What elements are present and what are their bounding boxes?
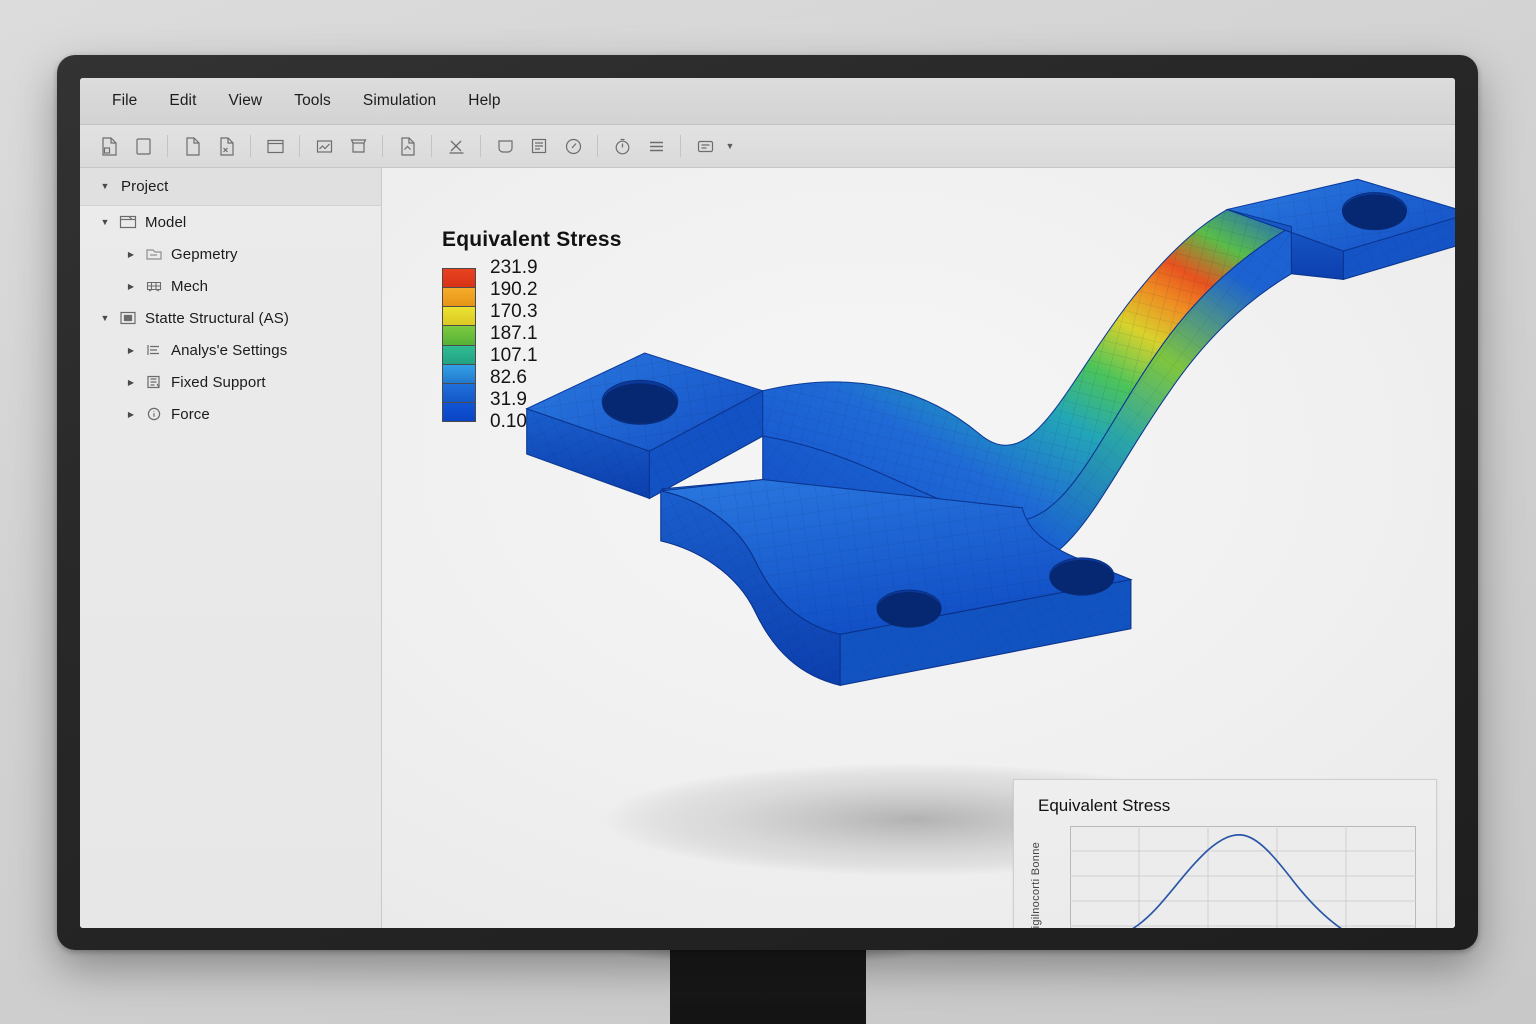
timer-icon[interactable] (605, 131, 639, 161)
menu-file[interactable]: File (112, 92, 138, 109)
toolbar-separator (480, 135, 481, 157)
analysis-icon (116, 310, 140, 326)
legend-tick: 82.6 (490, 367, 527, 388)
geometry-icon (142, 246, 166, 262)
mesh-icon (142, 278, 166, 294)
toolbar-separator (299, 135, 300, 157)
legend-tick: 187.1 (490, 323, 538, 344)
chevron-down-icon[interactable] (94, 218, 116, 227)
legend-band (443, 383, 475, 403)
legend-color-bar (442, 268, 476, 422)
sidebar-item-label: Force (171, 405, 210, 423)
blank-page-icon[interactable] (126, 131, 160, 161)
sidebar-item-model[interactable]: Model (80, 206, 381, 238)
sidebar-item-static-structural[interactable]: Statte Structural (AS) (80, 302, 381, 334)
toolbar-separator (431, 135, 432, 157)
legend-tick: 107.1 (490, 345, 538, 366)
toolbar-separator (167, 135, 168, 157)
monitor-stand-neck (670, 946, 866, 1024)
export-page-icon[interactable] (390, 131, 424, 161)
stress-legend: Equivalent Stress (442, 228, 622, 432)
menu-edit[interactable]: Edit (169, 92, 197, 109)
sidebar-item-label: Model (145, 213, 187, 231)
page-icon[interactable] (175, 131, 209, 161)
save-page-icon[interactable] (209, 131, 243, 161)
inset-y-axis-label: Eigilnocorti Bonne (1030, 841, 1042, 928)
support-icon (142, 374, 166, 390)
monitor-bezel: File Edit View Tools Simulation Help (57, 55, 1478, 950)
settings-list-icon (142, 342, 166, 358)
force-icon (142, 406, 166, 422)
chart-page-icon[interactable] (307, 131, 341, 161)
curved-web (762, 208, 1293, 569)
inset-chart-svg (1070, 826, 1416, 928)
toolbar-separator (597, 135, 598, 157)
legend-tick-labels: 231.9 190.2 170.3 187.1 107.1 82.6 31.9 … (476, 257, 538, 433)
toolbar-separator (382, 135, 383, 157)
legend-tick: 170.3 (490, 301, 538, 322)
mesh-tool-icon[interactable] (439, 131, 473, 161)
tree-root-project[interactable]: Project (80, 168, 381, 206)
sidebar-item-label: Analys'e Settings (171, 341, 288, 359)
sidebar-item-fixed-support[interactable]: Fixed Support (80, 366, 381, 398)
sidebar-item-force[interactable]: Force (80, 398, 381, 430)
stress-plot-panel[interactable]: Equivalent Stress Eigilnocorti Bonne (1013, 779, 1437, 928)
container-icon[interactable] (341, 131, 375, 161)
legend-tick: 0.106 (490, 411, 538, 432)
legend-band (443, 402, 475, 421)
note-icon[interactable] (688, 131, 722, 161)
report-icon[interactable] (522, 131, 556, 161)
new-document-icon[interactable] (92, 131, 126, 161)
sidebar-item-mech[interactable]: Mech (80, 270, 381, 302)
legend-tick: 231.9 (490, 257, 538, 278)
legend-band (443, 269, 475, 289)
sidebar-item-geometry[interactable]: Gepmetry (80, 238, 381, 270)
chevron-right-icon[interactable] (120, 378, 142, 387)
screen: File Edit View Tools Simulation Help (80, 78, 1455, 928)
chevron-right-icon[interactable] (120, 346, 142, 355)
result-viewport[interactable]: Equivalent Stress (382, 168, 1455, 928)
menu-tools[interactable]: Tools (294, 92, 331, 109)
chevron-down-icon[interactable] (94, 314, 116, 323)
chevron-right-icon[interactable] (120, 282, 142, 291)
inset-plot-area: Eigilnocorti Bonne (1030, 826, 1416, 928)
menu-view[interactable]: View (228, 92, 263, 109)
base-plate (660, 479, 1133, 687)
legend-band (443, 307, 475, 327)
chevron-right-icon[interactable] (120, 410, 142, 419)
legend-title: Equivalent Stress (442, 228, 622, 251)
project-tree-panel: Project Model Ge (80, 168, 382, 928)
menu-help[interactable]: Help (468, 92, 501, 109)
folder-model-icon (116, 214, 140, 230)
legend-band (443, 345, 475, 365)
gusset-rib (762, 482, 998, 613)
toolbar: ▼ (80, 125, 1455, 168)
legend-tick: 31.9 (490, 389, 527, 410)
toolbar-separator (680, 135, 681, 157)
window-icon[interactable] (258, 131, 292, 161)
sidebar-item-label: Statte Structural (AS) (145, 309, 289, 327)
legend-band (443, 288, 475, 308)
dropdown-caret-icon[interactable]: ▼ (725, 141, 735, 151)
chevron-right-icon[interactable] (120, 250, 142, 259)
upper-flange (1225, 178, 1455, 281)
gauge-icon[interactable] (556, 131, 590, 161)
work-area: Project Model Ge (80, 168, 1455, 928)
list-icon[interactable] (639, 131, 673, 161)
menu-bar: File Edit View Tools Simulation Help (80, 78, 1455, 125)
legend-band (443, 364, 475, 384)
rounded-shape-icon[interactable] (488, 131, 522, 161)
menu-simulation[interactable]: Simulation (362, 92, 437, 109)
tree-root-label: Project (121, 178, 169, 195)
sidebar-item-label: Gepmetry (171, 245, 238, 263)
chevron-down-icon[interactable] (94, 182, 116, 191)
legend-tick: 190.2 (490, 279, 538, 300)
inset-chart-title: Equivalent Stress (1038, 796, 1171, 815)
sidebar-item-label: Mech (171, 277, 209, 295)
sidebar-item-label: Fixed Support (171, 373, 266, 391)
sidebar-item-analysis-settings[interactable]: Analys'e Settings (80, 334, 381, 366)
toolbar-separator (250, 135, 251, 157)
legend-band (443, 326, 475, 346)
